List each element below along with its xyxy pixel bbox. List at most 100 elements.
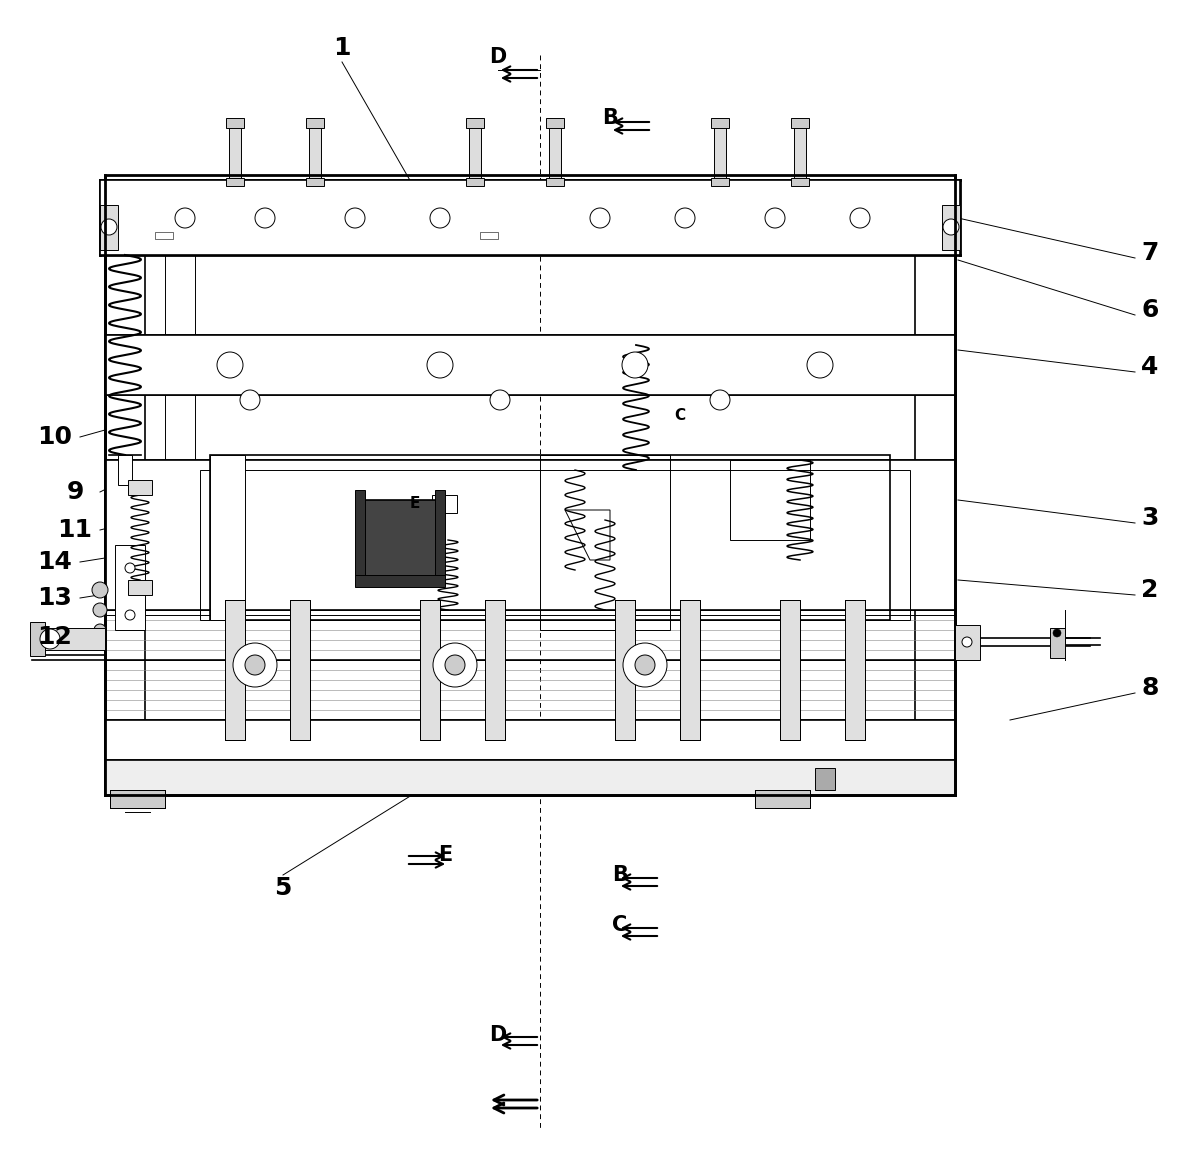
Bar <box>546 118 564 128</box>
Bar <box>780 600 800 740</box>
Bar <box>714 125 726 182</box>
Bar <box>355 490 365 575</box>
Bar <box>226 600 245 740</box>
Bar <box>780 600 800 740</box>
Circle shape <box>962 637 972 647</box>
Text: 12: 12 <box>37 625 72 648</box>
Text: 6: 6 <box>1141 298 1159 322</box>
Circle shape <box>808 351 833 378</box>
Bar <box>110 790 166 809</box>
Bar <box>106 760 955 795</box>
Bar <box>794 125 806 182</box>
Bar <box>942 205 960 251</box>
Circle shape <box>850 208 870 229</box>
Bar <box>845 600 865 740</box>
Bar <box>210 455 245 619</box>
Bar <box>680 600 700 740</box>
Bar <box>466 118 484 128</box>
Bar <box>1050 628 1066 658</box>
Circle shape <box>445 655 466 675</box>
Bar <box>306 177 324 186</box>
Bar <box>210 455 890 619</box>
Circle shape <box>590 208 610 229</box>
Text: 10: 10 <box>37 425 72 449</box>
Circle shape <box>256 208 275 229</box>
Circle shape <box>1054 629 1061 637</box>
Bar <box>550 125 562 182</box>
Bar <box>420 600 440 740</box>
Bar <box>616 600 635 740</box>
Text: C: C <box>674 407 685 422</box>
Bar <box>755 790 810 809</box>
Text: 7: 7 <box>1141 241 1159 264</box>
Circle shape <box>674 208 695 229</box>
Bar <box>200 470 910 619</box>
Bar <box>680 600 700 740</box>
Text: 5: 5 <box>275 876 292 900</box>
Text: C: C <box>612 915 628 935</box>
Circle shape <box>233 643 277 687</box>
Text: E: E <box>410 495 420 510</box>
Circle shape <box>346 208 365 229</box>
Bar <box>546 177 564 186</box>
Circle shape <box>766 208 785 229</box>
Bar <box>106 461 955 610</box>
Bar <box>226 118 244 128</box>
Circle shape <box>94 603 107 617</box>
Bar <box>290 600 310 740</box>
Bar <box>115 545 145 630</box>
Text: 14: 14 <box>37 550 72 574</box>
Text: 2: 2 <box>1141 578 1159 602</box>
Bar <box>110 790 166 809</box>
Bar <box>100 205 118 251</box>
Bar <box>710 118 730 128</box>
Text: 1: 1 <box>334 36 350 60</box>
Circle shape <box>635 655 655 675</box>
Bar <box>290 600 310 740</box>
Text: D: D <box>490 48 506 67</box>
Bar <box>616 600 635 740</box>
Circle shape <box>245 655 265 675</box>
Text: E: E <box>438 844 452 865</box>
Bar <box>229 125 241 182</box>
Bar <box>106 720 955 760</box>
Bar <box>755 790 810 809</box>
Circle shape <box>433 643 478 687</box>
Bar <box>355 575 445 587</box>
Text: 13: 13 <box>37 586 72 610</box>
Circle shape <box>175 208 194 229</box>
Bar <box>155 232 173 239</box>
Bar <box>485 600 505 740</box>
Bar <box>955 625 980 660</box>
Text: B: B <box>602 108 618 128</box>
Circle shape <box>943 219 959 235</box>
Bar <box>432 495 457 513</box>
Bar <box>360 500 440 585</box>
Circle shape <box>430 208 450 229</box>
Bar <box>815 768 835 790</box>
Text: 4: 4 <box>1141 355 1159 379</box>
Bar <box>469 125 481 182</box>
Bar <box>106 335 955 396</box>
Bar <box>791 177 809 186</box>
Bar <box>306 118 324 128</box>
Bar <box>730 461 810 541</box>
Bar <box>310 125 322 182</box>
Bar <box>106 175 955 795</box>
Bar <box>710 177 730 186</box>
Bar <box>540 455 670 630</box>
Bar <box>100 180 960 255</box>
Bar <box>118 455 132 485</box>
Circle shape <box>623 643 667 687</box>
Circle shape <box>40 629 60 648</box>
Bar <box>30 622 46 657</box>
Circle shape <box>94 624 106 636</box>
Bar <box>485 600 505 740</box>
Bar <box>466 177 484 186</box>
Bar <box>226 177 244 186</box>
Circle shape <box>427 351 454 378</box>
Bar <box>791 118 809 128</box>
Text: 9: 9 <box>66 480 84 503</box>
Bar <box>845 600 865 740</box>
Circle shape <box>125 563 134 573</box>
